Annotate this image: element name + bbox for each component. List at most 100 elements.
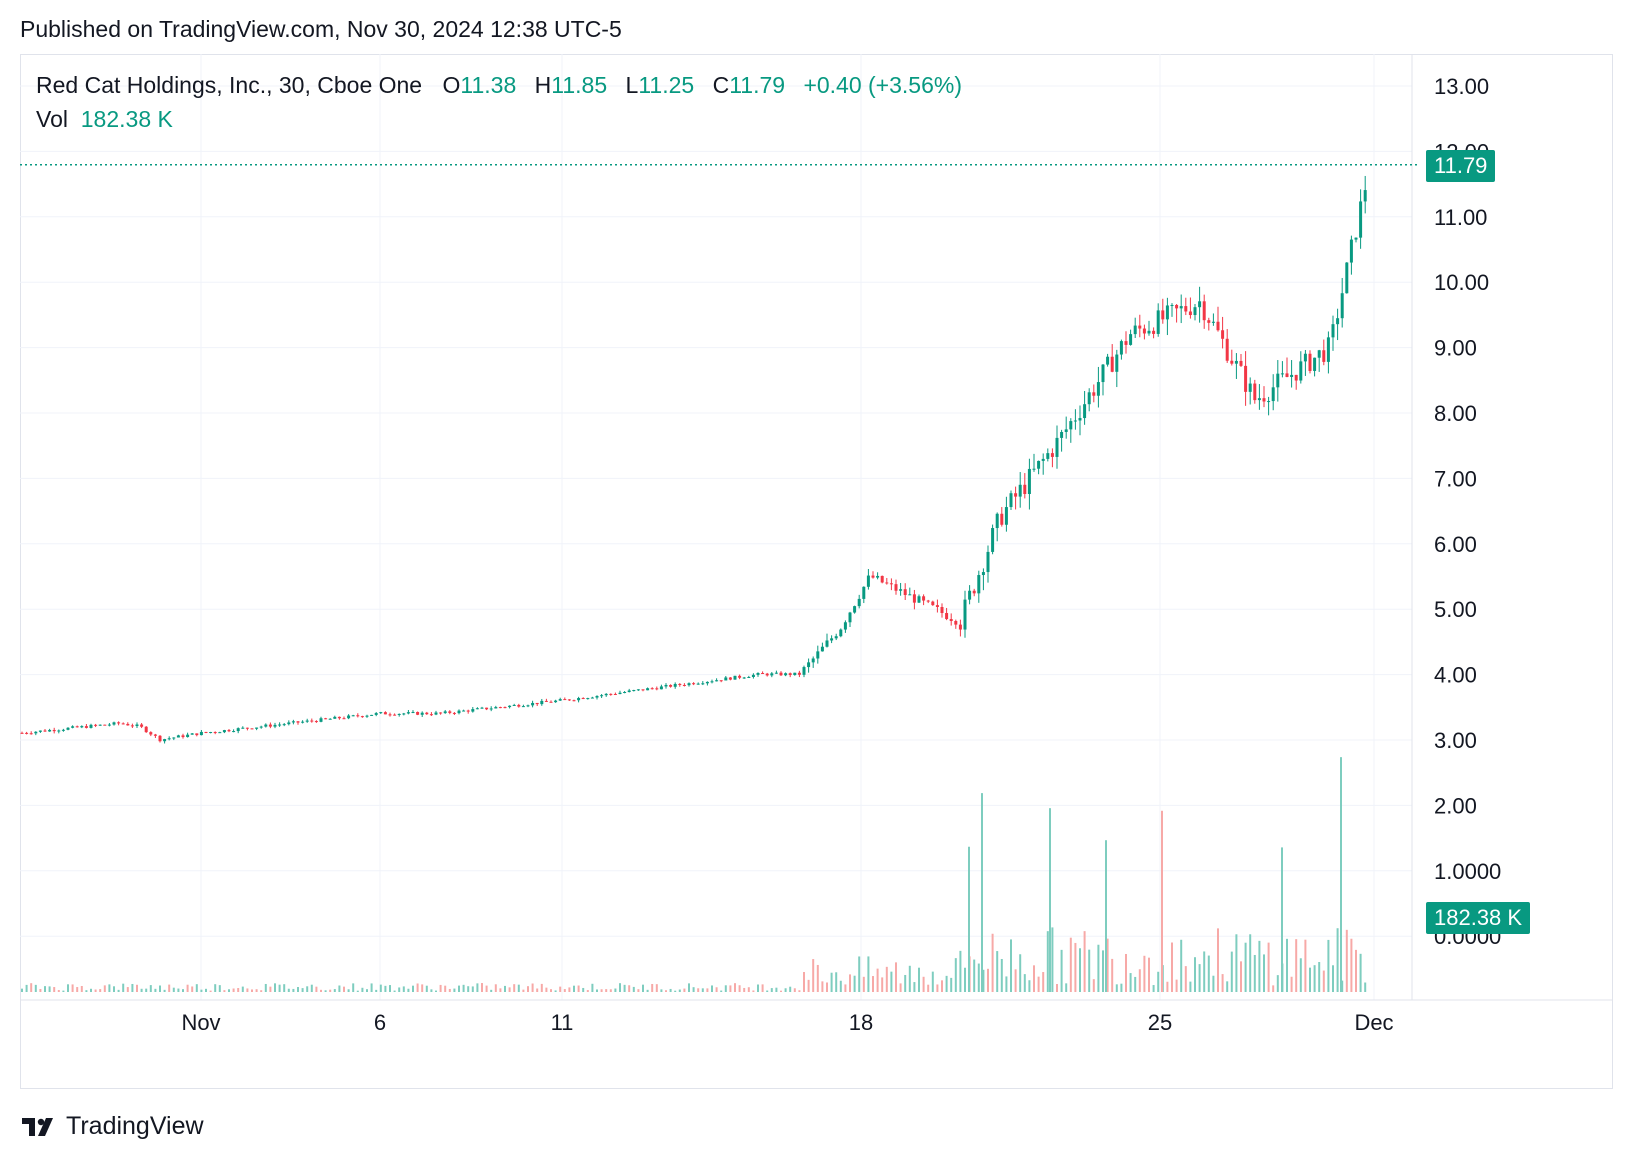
- volume-bar: [522, 989, 525, 992]
- volume-bar: [352, 983, 355, 992]
- candle-body: [1184, 306, 1188, 312]
- volume-bar: [149, 985, 152, 992]
- volume-bar: [260, 990, 263, 992]
- candle-body: [544, 700, 548, 702]
- volume-bar: [899, 983, 902, 992]
- volume-bar: [982, 969, 985, 992]
- candle-body: [784, 673, 788, 676]
- volume-bar: [1207, 955, 1210, 992]
- volume-bar: [232, 988, 235, 992]
- volume-bar: [34, 984, 37, 992]
- volume-bar: [186, 984, 189, 992]
- candle-body: [126, 723, 130, 726]
- volume-bar: [720, 990, 723, 992]
- candle-body: [899, 589, 903, 591]
- volume-bar: [1106, 938, 1109, 992]
- volume-bar: [669, 988, 672, 992]
- volume-bar: [1217, 928, 1219, 992]
- volume-bar: [453, 988, 456, 992]
- volume-bar: [1023, 974, 1026, 992]
- candle-body: [751, 674, 755, 677]
- candle-body: [268, 724, 272, 727]
- volume-bar: [1056, 984, 1058, 992]
- volume-bar: [393, 990, 396, 992]
- y-tick-label: 6.00: [1434, 532, 1477, 557]
- volume-bar: [715, 987, 718, 992]
- candle-body: [443, 711, 447, 714]
- volume-bar: [881, 977, 884, 992]
- volume-bar: [504, 985, 506, 992]
- candle-body: [554, 700, 558, 703]
- volume-bar: [1332, 965, 1334, 992]
- candle-body: [1161, 310, 1165, 320]
- candle-body: [80, 726, 84, 728]
- candle-body: [981, 572, 985, 576]
- candle-body: [549, 701, 553, 703]
- volume-bar: [1083, 931, 1086, 992]
- candle-body: [1078, 418, 1082, 421]
- volume-bar: [471, 986, 474, 992]
- volume-bar: [44, 986, 46, 992]
- candle-body: [531, 702, 535, 706]
- volume-bar: [223, 990, 226, 992]
- candle-body: [692, 683, 696, 685]
- candle-body: [1290, 374, 1294, 377]
- candle-body: [567, 699, 571, 701]
- candle-body: [1119, 341, 1123, 355]
- volume-bar: [494, 984, 497, 992]
- volume-bar: [25, 984, 28, 992]
- volume-bar: [71, 984, 74, 992]
- volume-bar: [439, 984, 442, 992]
- candle-body: [190, 733, 194, 735]
- candle-body: [834, 636, 838, 639]
- volume-bar: [674, 990, 677, 992]
- volume-bar: [122, 983, 125, 992]
- volume-bar: [996, 951, 999, 992]
- volume-bar: [508, 987, 511, 992]
- volume-bar: [1272, 985, 1275, 992]
- volume-bar: [1226, 981, 1229, 992]
- volume-bar: [747, 987, 750, 992]
- volume-bar: [734, 983, 736, 992]
- candle-body: [756, 672, 760, 675]
- candle-body: [825, 640, 829, 647]
- volume-bar: [803, 972, 805, 992]
- candle-body: [945, 613, 949, 620]
- candle-body: [991, 528, 995, 552]
- volume-bar: [315, 986, 318, 992]
- volume-bar: [1240, 961, 1242, 992]
- volume-bar: [1235, 934, 1238, 992]
- candle-body: [1303, 353, 1307, 362]
- volume-bar: [1028, 980, 1031, 992]
- candle-body: [926, 600, 930, 602]
- chart-frame[interactable]: [20, 54, 1613, 1089]
- candle-body: [144, 726, 148, 733]
- volume-bar-peak: [1049, 808, 1051, 992]
- candle-body: [839, 629, 843, 637]
- candle-body: [328, 718, 332, 720]
- candle-body: [98, 724, 102, 726]
- candle-body: [255, 727, 259, 729]
- volume-bar: [623, 984, 626, 992]
- candle-body: [940, 606, 944, 614]
- volume-bar: [1304, 939, 1307, 992]
- volume-bar: [1295, 939, 1298, 992]
- y-tick-label: 10.00: [1434, 270, 1489, 295]
- tradingview-logo[interactable]: TradingView: [20, 1112, 204, 1141]
- volume-bar: [692, 987, 695, 992]
- candle-body: [512, 704, 516, 706]
- candle-body: [687, 683, 691, 686]
- candle-body: [259, 726, 263, 728]
- candle-body: [57, 730, 61, 732]
- candle-body: [1253, 383, 1257, 401]
- volume-bar: [577, 985, 580, 992]
- volume-bar: [343, 986, 345, 992]
- candle-body: [563, 699, 567, 701]
- candle-body: [1202, 301, 1206, 321]
- volume-bar: [467, 986, 470, 992]
- candle-body: [802, 667, 806, 675]
- volume-bar: [163, 989, 166, 992]
- candle-body: [1354, 237, 1358, 240]
- candle-body: [719, 680, 723, 682]
